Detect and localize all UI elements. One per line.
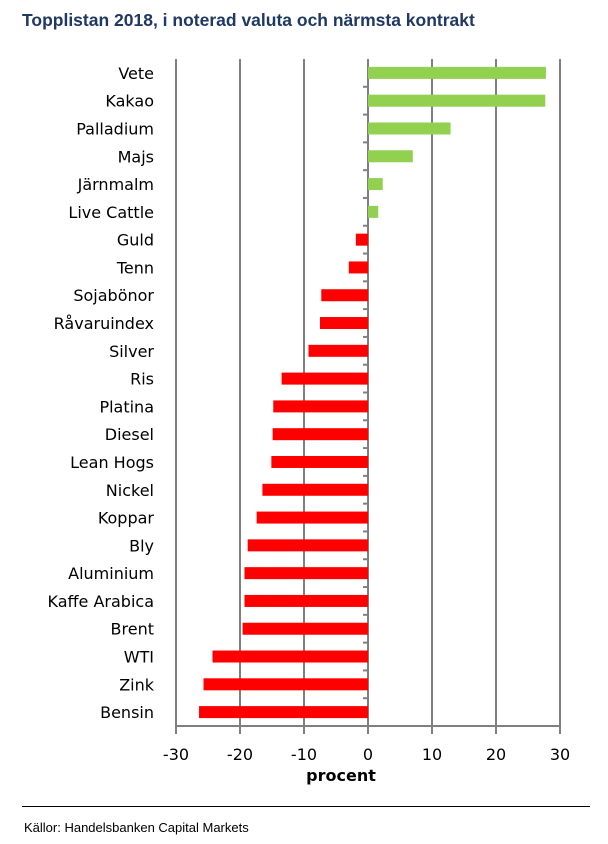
category-labels: Vete Kakao Palladium Majs Järnmalm Live Cattl… (48, 64, 155, 722)
bar-platina (273, 400, 368, 413)
bar-tenn (348, 261, 368, 274)
bar-bensin (199, 706, 368, 719)
bar-ris (281, 372, 368, 385)
bar-kaffe-arabica (244, 594, 368, 607)
x-tick-label: 30 (550, 745, 570, 764)
category-label: Zink (119, 675, 155, 694)
category-label: Ris (130, 370, 154, 389)
category-label: Majs (118, 147, 154, 166)
bar-lean-hogs (271, 455, 368, 468)
x-tick-label: -20 (227, 745, 253, 764)
bar-kakao (368, 94, 546, 107)
category-label: Järnmalm (77, 175, 154, 194)
category-label: Bensin (100, 703, 154, 722)
category-label: Vete (118, 64, 154, 83)
bar-råvaruindex (320, 317, 368, 330)
bar-vete (368, 66, 546, 79)
bar-sojabönor (321, 289, 368, 302)
category-label: Guld (117, 231, 154, 250)
x-tick-label: -10 (291, 745, 317, 764)
x-tick-label: -30 (163, 745, 189, 764)
category-label: Aluminium (68, 564, 154, 583)
bar-järnmalm (368, 178, 383, 191)
bar-silver (308, 344, 368, 357)
bar-wti (212, 650, 368, 663)
category-label: Lean Hogs (70, 453, 154, 472)
bar-palladium (368, 122, 451, 135)
category-label: Kakao (105, 92, 154, 111)
divider (22, 806, 590, 807)
category-label: Silver (109, 342, 154, 361)
x-tick-label: 0 (363, 745, 373, 764)
chart-title: Topplistan 2018, i noterad valuta och nä… (22, 10, 475, 30)
category-label: Kaffe Arabica (48, 592, 155, 611)
bar-guld (355, 233, 368, 246)
bar-brent (242, 622, 368, 635)
bar-zink (203, 678, 368, 691)
x-tick-label: 10 (422, 745, 442, 764)
source-note: Källor: Handelsbanken Capital Markets (24, 820, 249, 835)
category-label: Nickel (106, 481, 154, 500)
bar-nickel (262, 483, 368, 496)
category-label: Sojabönor (73, 286, 154, 305)
category-label: Bly (129, 536, 154, 555)
bar-diesel (272, 428, 368, 441)
bars (199, 66, 546, 719)
category-label: Palladium (76, 119, 154, 138)
bar-majs (368, 150, 413, 163)
bar-chart: Vete Kakao Palladium Majs Järnmalm Live Cattl… (48, 59, 570, 785)
bar-aluminium (244, 567, 368, 580)
category-label: Koppar (98, 509, 155, 528)
bar-live-cattle (368, 205, 379, 218)
bar-koppar (256, 511, 368, 524)
x-tick-label: 20 (486, 745, 506, 764)
category-label: Brent (111, 620, 154, 639)
category-label: Platina (99, 397, 154, 416)
gridlines (175, 59, 561, 734)
bar-bly (247, 539, 368, 552)
category-label: Tenn (116, 258, 154, 277)
category-label: Råvaruindex (54, 314, 154, 333)
x-axis-label: procent (306, 766, 376, 785)
category-label: Live Cattle (68, 203, 154, 222)
category-label: WTI (124, 648, 154, 667)
x-tick-labels: -30 -20 -10 0 10 20 30 (163, 745, 570, 764)
category-label: Diesel (105, 425, 154, 444)
